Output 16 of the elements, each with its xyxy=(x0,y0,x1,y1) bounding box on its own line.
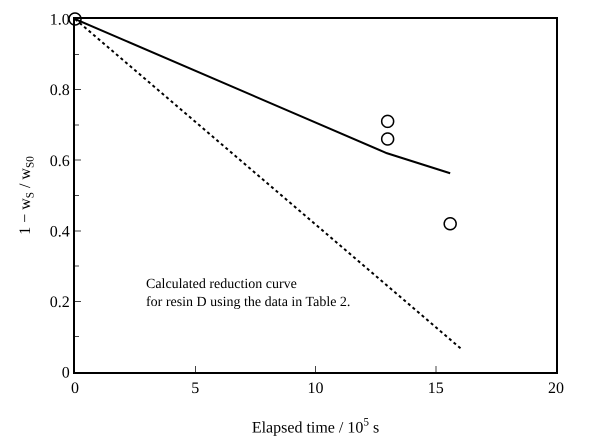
point xyxy=(380,132,394,146)
y-tick-label: 0.8 xyxy=(50,82,70,100)
y-tick-label: 0.4 xyxy=(50,223,70,240)
x-tick-label: 10 xyxy=(308,380,324,398)
x-tick-label: 20 xyxy=(548,380,564,398)
point xyxy=(443,216,457,230)
x-axis-title: Elapsed time / 10$^{5}$ s xyxy=(252,416,380,436)
x-tick-label: 5 xyxy=(191,380,200,398)
x-tick-label: 15 xyxy=(428,380,444,398)
y-tick-label: 0 xyxy=(62,364,70,382)
annotation: Calculated reduction curve for resin D using the data in Table 2. xyxy=(146,277,350,310)
y-tick-label: 0.6 xyxy=(50,152,70,170)
y-tick-label: 1.0 xyxy=(50,12,70,29)
point xyxy=(68,12,82,26)
point xyxy=(380,114,394,128)
y-tick-label: 0.2 xyxy=(50,294,70,311)
